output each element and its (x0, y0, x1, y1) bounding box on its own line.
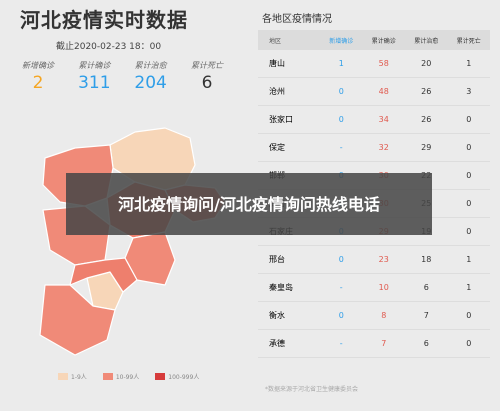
total-cell: 58 (378, 59, 389, 68)
table-row: 衡水 0 8 7 0 (258, 302, 490, 330)
map-region (39, 284, 116, 356)
column-header: 累计治愈 (414, 37, 439, 45)
total-cell: 7 (381, 339, 387, 348)
legend-item: 100-999人 (155, 372, 199, 381)
dead-cell: 0 (466, 227, 472, 236)
stat-new-confirmed: 新增确诊 2 (10, 60, 66, 93)
area-cell: 邢台 (269, 255, 285, 264)
cured-cell: 26 (421, 87, 432, 96)
cured-cell: 29 (421, 143, 432, 152)
table-row: 邢台 0 23 18 1 (258, 246, 490, 274)
stat-value: 204 (134, 73, 167, 93)
map-legend: 1-9人 10-99人 100-999人 (58, 372, 199, 381)
legend-label: 10-99人 (115, 374, 140, 381)
area-cell: 保定 (269, 143, 285, 152)
table-row: 沧州 0 48 26 3 (258, 78, 490, 106)
stat-value: 311 (78, 73, 111, 93)
dead-cell: 0 (466, 339, 472, 348)
area-cell: 衡水 (269, 311, 285, 320)
stat-total-confirmed: 累计确诊 311 (66, 60, 122, 93)
area-cell: 秦皇岛 (269, 283, 293, 292)
total-cell: 8 (381, 311, 387, 320)
map-region (69, 257, 138, 293)
dead-cell: 0 (466, 171, 472, 180)
table-row: 保定 - 32 29 0 (258, 134, 490, 162)
dead-cell: 1 (466, 255, 472, 264)
deadline-text: 截止2020-02-23 18：00 (56, 42, 162, 52)
cured-cell: 6 (423, 339, 429, 348)
cured-cell: 6 (423, 283, 429, 292)
legend-swatch (58, 373, 68, 380)
new-cell: 0 (338, 255, 344, 264)
column-header: 新增确诊 (329, 37, 354, 45)
stat-value: 2 (32, 73, 44, 93)
area-cell: 沧州 (269, 87, 285, 96)
legend-swatch (155, 373, 166, 380)
stat-label: 累计死亡 (190, 61, 223, 70)
table-row: 张家口 0 34 26 0 (258, 106, 490, 134)
dead-cell: 3 (466, 87, 472, 96)
stat-total-deaths: 累计死亡 6 (179, 60, 235, 93)
stat-value: 6 (201, 73, 213, 93)
area-cell: 张家口 (269, 115, 293, 124)
page-title: 河北疫情实时数据 (20, 8, 188, 32)
column-header: 累计死亡 (456, 37, 481, 45)
new-cell: - (339, 283, 343, 292)
stat-label: 新增确诊 (22, 61, 54, 70)
legend-swatch (102, 373, 113, 380)
new-cell: 1 (338, 59, 344, 68)
new-cell: 0 (338, 115, 344, 124)
total-cell: 10 (378, 283, 389, 292)
new-cell: 0 (338, 87, 344, 96)
cured-cell: 26 (421, 115, 432, 124)
table-row: 唐山 1 58 20 1 (258, 50, 490, 78)
dead-cell: 0 (466, 143, 472, 152)
stats-panel: 新增确诊 2 累计确诊 311 累计治愈 204 累计死亡 6 (10, 60, 235, 93)
legend-label: 1-9人 (71, 374, 87, 381)
legend-item: 10-99人 (102, 372, 140, 381)
regions-title: 各地区疫情情况 (262, 14, 332, 25)
new-cell: - (339, 143, 343, 152)
dead-cell: 0 (466, 311, 472, 320)
table-row: 秦皇岛 - 10 6 1 (258, 274, 490, 302)
total-cell: 48 (378, 87, 389, 96)
overlay-banner: 河北疫情询问/河北疫情询问热线电话 (66, 173, 432, 235)
legend-item: 1-9人 (58, 372, 87, 381)
new-cell: 0 (338, 311, 344, 320)
dead-cell: 0 (466, 115, 472, 124)
area-cell: 唐山 (269, 59, 285, 68)
dead-cell: 1 (466, 59, 472, 68)
column-header: 累计确诊 (371, 37, 396, 45)
new-cell: - (339, 339, 343, 348)
cured-cell: 20 (421, 59, 432, 68)
total-cell: 32 (378, 143, 389, 152)
stat-label: 累计治愈 (134, 61, 167, 70)
legend-label: 100-999人 (168, 374, 200, 381)
hebei-map (39, 127, 226, 356)
area-cell: 承德 (269, 339, 285, 348)
cured-cell: 18 (421, 255, 432, 264)
table-header: 地区 新增确诊 累计确诊 累计治愈 累计死亡 (258, 30, 490, 50)
column-header: 地区 (269, 37, 282, 45)
data-source-note: *数据来源于河北省卫生健康委员会 (265, 386, 359, 393)
dead-cell: 0 (466, 199, 472, 208)
total-cell: 23 (378, 255, 389, 264)
total-cell: 34 (378, 115, 389, 124)
table-row: 承德 - 7 6 0 (258, 330, 490, 358)
stat-label: 累计确诊 (78, 61, 111, 70)
cured-cell: 7 (423, 311, 429, 320)
stat-total-cured: 累计治愈 204 (123, 60, 179, 93)
dead-cell: 1 (466, 283, 472, 292)
